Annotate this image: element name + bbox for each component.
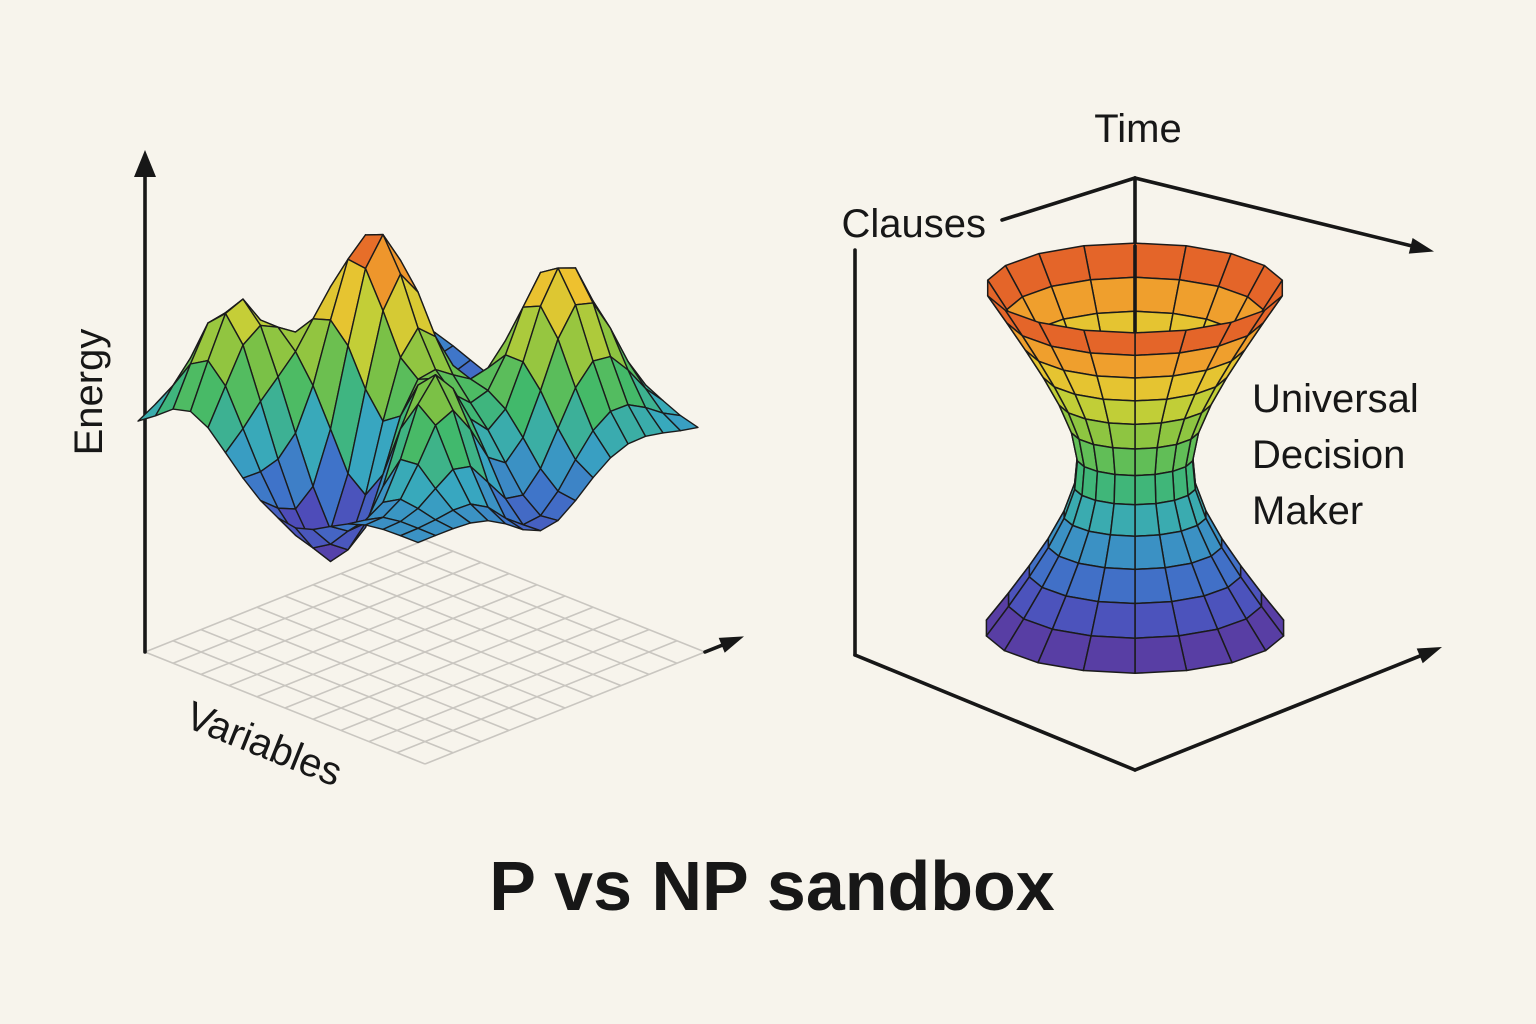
mesh-quad (1134, 534, 1166, 571)
mesh-quad (1113, 473, 1136, 506)
floor-grid-line (368, 561, 650, 676)
floor-grid-line (340, 572, 622, 687)
mesh-quad (1134, 422, 1163, 450)
mesh-quad (1107, 422, 1136, 450)
mesh-quad (1094, 470, 1116, 505)
left-floor-grid (144, 539, 706, 765)
floor-grid-line (368, 628, 650, 743)
hyperboloid-surface (985, 242, 1285, 675)
mesh-quad (1090, 600, 1136, 639)
time-axis-label: Time (1094, 107, 1181, 151)
mesh-quad (1134, 635, 1188, 675)
annotation-line-3: Maker (1252, 489, 1363, 533)
mesh-quad (1134, 567, 1173, 605)
mesh-quad (1102, 398, 1136, 426)
mesh-quad (1134, 447, 1158, 477)
clauses-axis-label: Clauses (841, 202, 986, 246)
floor-grid-line (312, 584, 594, 698)
mesh-quad (399, 527, 437, 544)
floor-grid-line (312, 606, 594, 720)
energy-axis-arrowhead-icon (134, 150, 156, 177)
clauses-callout-line (1000, 176, 1137, 222)
mesh-quad (1171, 466, 1189, 502)
floor-grid-line (284, 595, 566, 709)
variables-axis-arrowhead-icon (718, 636, 744, 653)
right-floor-edge-left (853, 653, 1137, 772)
variables-axis-line (703, 642, 726, 654)
mesh-quad (1154, 443, 1178, 476)
mesh-quad (1096, 375, 1136, 402)
floor-grid-line (396, 640, 678, 754)
mesh-quad (1134, 352, 1181, 379)
energy-landscape-surface (137, 233, 699, 563)
right-floor-edge-right (1133, 653, 1423, 772)
annotation-line-2: Decision (1252, 433, 1405, 477)
right-floor-arrowhead-icon (1416, 647, 1442, 664)
mesh-quad (1134, 276, 1181, 315)
energy-axis-label: Energy (67, 329, 111, 456)
mesh-quad (1134, 242, 1187, 281)
mesh-quad (1134, 398, 1168, 426)
left-plot-axes (134, 150, 744, 654)
mesh-quad (1134, 329, 1187, 357)
variables-axis-label: Variables (180, 694, 348, 796)
mesh-quad (1089, 276, 1136, 315)
mesh-quad (1097, 567, 1136, 605)
right-plot-axes (853, 176, 1442, 772)
annotation-line-1: Universal (1252, 377, 1419, 421)
page-title: P vs NP sandbox (489, 847, 1055, 925)
mesh-quad (1089, 352, 1136, 379)
mesh-quad (1134, 502, 1161, 538)
floor-grid-line (424, 651, 706, 765)
mesh-quad (1134, 473, 1157, 506)
mesh-quad (1081, 466, 1099, 502)
floor-grid-line (396, 550, 678, 664)
mesh-quad (1083, 242, 1136, 281)
floor-grid-line (424, 539, 706, 653)
floor-grid-line (340, 617, 622, 732)
mesh-quad (1134, 600, 1180, 639)
mesh-quad (1092, 443, 1116, 476)
mesh-quad (1109, 502, 1136, 538)
mesh-quad (1154, 470, 1176, 505)
time-axis-line (1133, 176, 1414, 248)
mesh-quad (1082, 635, 1136, 675)
mesh-quad (1083, 329, 1136, 357)
mesh-quad (1104, 534, 1136, 571)
time-axis-arrowhead-icon (1408, 238, 1434, 254)
mesh-quad (1112, 447, 1136, 477)
mesh-quad (1134, 375, 1174, 402)
